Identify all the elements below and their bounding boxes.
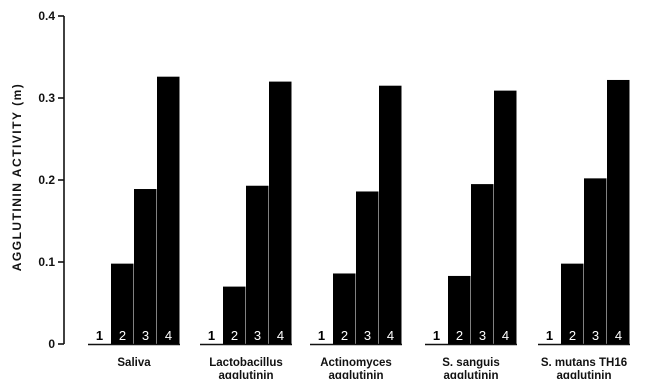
bar-number-label: 3: [364, 328, 371, 343]
bar: [584, 178, 607, 344]
bar-number-label: 1: [318, 328, 325, 343]
bar: [379, 86, 402, 344]
bar-number-label: 2: [341, 328, 348, 343]
bar-number-label: 2: [231, 328, 238, 343]
y-tick-label: 0.4: [38, 9, 55, 23]
group-label: S. sanguis: [442, 357, 500, 369]
group-label-line2: agglutinin: [557, 370, 612, 379]
bar-number-label: 4: [165, 328, 172, 343]
bar-number-label: 2: [119, 328, 126, 343]
group-label-line2: agglutinin: [329, 370, 384, 379]
group-label: Actinomyces: [320, 357, 392, 369]
bar: [134, 189, 157, 344]
bar: [356, 191, 379, 344]
y-tick-label: 0.3: [38, 91, 55, 105]
bar: [157, 77, 180, 344]
bar: [471, 184, 494, 344]
bar-number-label: 2: [456, 328, 463, 343]
bar: [607, 80, 630, 344]
y-tick-label: 0.2: [38, 173, 55, 187]
bar-number-label: 4: [387, 328, 394, 343]
bar: [246, 186, 269, 344]
bar-number-label: 3: [142, 328, 149, 343]
group-label: S. mutans TH16: [541, 357, 627, 369]
bar-number-label: 1: [546, 328, 553, 343]
group-label: Saliva: [117, 357, 151, 369]
bar-number-label: 4: [615, 328, 622, 343]
bar-number-label: 2: [569, 328, 576, 343]
bar-number-label: 3: [592, 328, 599, 343]
y-tick-label: 0.1: [38, 255, 55, 269]
y-tick-label: 0: [48, 337, 55, 351]
bar-number-label: 1: [433, 328, 440, 343]
group-label: Lactobacillus: [209, 357, 283, 369]
bar-number-label: 1: [96, 328, 103, 343]
bar: [494, 91, 517, 344]
bar-number-label: 1: [208, 328, 215, 343]
bar-number-label: 3: [254, 328, 261, 343]
bar-number-label: 4: [277, 328, 284, 343]
group-label-line2: agglutinin: [219, 370, 274, 379]
group-label-line2: agglutinin: [444, 370, 499, 379]
bar-number-label: 3: [479, 328, 486, 343]
bar-number-label: 4: [502, 328, 509, 343]
bar: [269, 82, 292, 344]
